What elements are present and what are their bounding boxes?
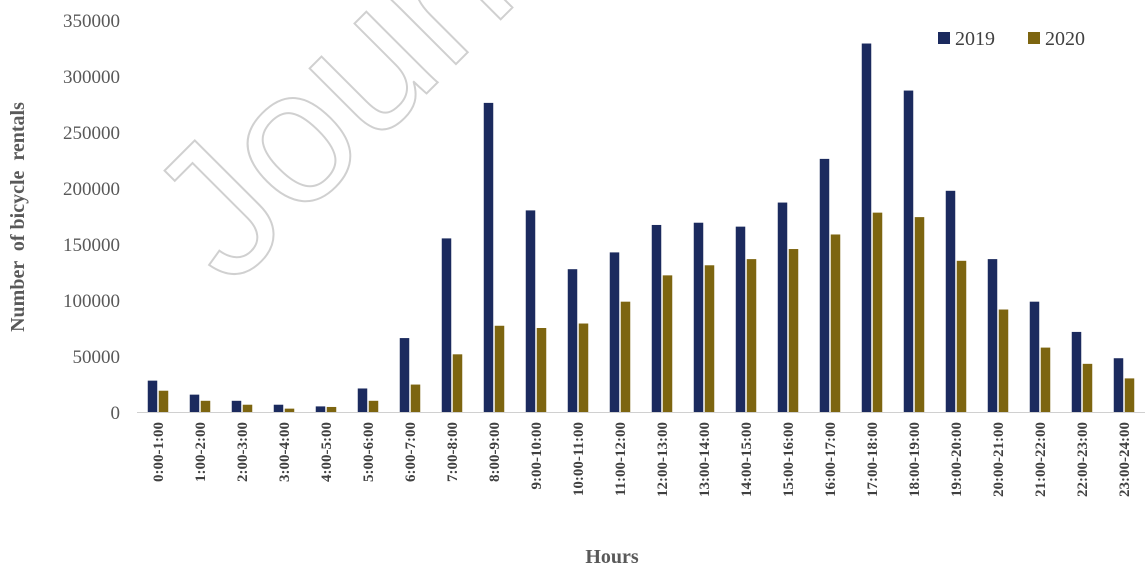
x-tick-label: 11:00-12:00 <box>613 422 629 496</box>
bar-2019-21:00-22:00 <box>1029 301 1040 412</box>
bars-group <box>147 43 1135 413</box>
y-axis: 0 50000 100000 150000 200000 250000 300000 3500… <box>63 11 120 424</box>
x-tick-label: 6:00-7:00 <box>403 422 419 482</box>
bar-2020-15:00-16:00 <box>788 249 799 412</box>
bar-2020-19:00-20:00 <box>956 260 967 412</box>
legend-swatch-2019 <box>938 32 950 44</box>
bar-2019-17:00-18:00 <box>861 43 872 413</box>
x-axis-title: Hours <box>585 546 639 568</box>
bar-2019-7:00-8:00 <box>441 238 452 412</box>
x-tick-label: 13:00-14:00 <box>697 422 713 497</box>
bar-2020-0:00-1:00 <box>158 390 169 412</box>
x-tick-label: 8:00-9:00 <box>487 422 503 482</box>
y-tick-label: 350000 <box>63 11 120 32</box>
x-tick-label: 21:00-22:00 <box>1033 422 1049 497</box>
bar-2020-4:00-5:00 <box>326 406 337 412</box>
x-tick-label: 7:00-8:00 <box>445 422 461 482</box>
x-tick-label: 0:00-1:00 <box>151 422 167 482</box>
bar-2020-7:00-8:00 <box>452 354 463 412</box>
bar-2020-22:00-23:00 <box>1082 363 1093 412</box>
x-tick-label: 16:00-17:00 <box>823 422 839 497</box>
bar-2020-2:00-3:00 <box>242 404 253 412</box>
bar-2019-13:00-14:00 <box>693 222 704 412</box>
x-tick-label: 23:00-24:00 <box>1117 422 1133 497</box>
bar-2020-8:00-9:00 <box>494 325 505 412</box>
x-tick-label: 22:00-23:00 <box>1075 422 1091 497</box>
bar-2019-19:00-20:00 <box>945 190 956 412</box>
x-tick-label: 4:00-5:00 <box>319 422 335 482</box>
y-tick-label: 100000 <box>63 291 120 312</box>
bar-2019-12:00-13:00 <box>651 224 662 412</box>
bar-2019-10:00-11:00 <box>567 269 578 412</box>
bar-2020-23:00-24:00 <box>1124 378 1135 412</box>
x-tick-label: 20:00-21:00 <box>991 422 1007 497</box>
bar-2019-23:00-24:00 <box>1113 358 1124 412</box>
bar-2019-3:00-4:00 <box>273 404 284 412</box>
x-tick-label: 9:00-10:00 <box>529 422 545 490</box>
x-tick-label: 12:00-13:00 <box>655 422 671 497</box>
y-tick-label: 50000 <box>73 347 121 368</box>
bar-2019-9:00-10:00 <box>525 210 536 412</box>
bar-2019-11:00-12:00 <box>609 252 620 412</box>
y-tick-label: 150000 <box>63 235 120 256</box>
bar-2019-4:00-5:00 <box>315 406 326 412</box>
x-tick-label: 10:00-11:00 <box>571 422 587 496</box>
x-tick-label: 19:00-20:00 <box>949 422 965 497</box>
bar-2020-16:00-17:00 <box>830 234 841 412</box>
bar-2020-14:00-15:00 <box>746 259 757 412</box>
bar-2020-20:00-21:00 <box>998 309 1009 412</box>
bar-2019-5:00-6:00 <box>357 388 368 412</box>
bar-2020-12:00-13:00 <box>662 275 673 412</box>
y-tick-label: 0 <box>111 403 121 424</box>
x-tick-label: 2:00-3:00 <box>235 422 251 482</box>
bar-2019-18:00-19:00 <box>903 90 914 412</box>
y-tick-label: 250000 <box>63 123 120 144</box>
legend: 2019 2020 <box>938 28 1085 50</box>
bar-2019-6:00-7:00 <box>399 338 410 412</box>
legend-label-2020: 2020 <box>1045 28 1085 50</box>
bar-2020-17:00-18:00 <box>872 212 883 412</box>
y-tick-label: 200000 <box>63 179 120 200</box>
bar-2020-13:00-14:00 <box>704 265 715 412</box>
x-tick-label: 5:00-6:00 <box>361 422 377 482</box>
legend-label-2019: 2019 <box>955 28 995 50</box>
bar-2020-11:00-12:00 <box>620 301 631 412</box>
x-tick-label: 17:00-18:00 <box>865 422 881 497</box>
bar-2019-14:00-15:00 <box>735 226 746 412</box>
x-tick-label: 18:00-19:00 <box>907 422 923 497</box>
bar-2020-3:00-4:00 <box>284 408 295 412</box>
bar-2019-2:00-3:00 <box>231 400 242 412</box>
bar-2019-15:00-16:00 <box>777 202 788 412</box>
bar-2020-18:00-19:00 <box>914 217 925 412</box>
bar-2019-1:00-2:00 <box>189 394 200 412</box>
x-tick-label: 15:00-16:00 <box>781 422 797 497</box>
legend-swatch-2020 <box>1028 32 1040 44</box>
x-tick-label: 1:00-2:00 <box>193 422 209 482</box>
y-tick-label: 300000 <box>63 67 120 88</box>
bar-2020-5:00-6:00 <box>368 400 379 412</box>
bar-2019-0:00-1:00 <box>147 380 158 412</box>
x-axis: 0:00-1:00 1:00-2:00 2:00-3:00 3:00-4:00 4:00… <box>137 412 1145 497</box>
x-tick-label: 14:00-15:00 <box>739 422 755 497</box>
x-tick-label: 3:00-4:00 <box>277 422 293 482</box>
bar-2020-1:00-2:00 <box>200 400 211 412</box>
bar-2020-21:00-22:00 <box>1040 347 1051 412</box>
bar-2019-22:00-23:00 <box>1071 331 1082 412</box>
y-axis-title: Number of bicycle rentals <box>7 102 29 332</box>
bar-2020-9:00-10:00 <box>536 328 547 412</box>
bar-2019-16:00-17:00 <box>819 158 830 412</box>
bar-2020-10:00-11:00 <box>578 323 589 412</box>
bar-2020-6:00-7:00 <box>410 384 421 412</box>
bar-2019-20:00-21:00 <box>987 259 998 412</box>
bar-2019-8:00-9:00 <box>483 102 494 412</box>
